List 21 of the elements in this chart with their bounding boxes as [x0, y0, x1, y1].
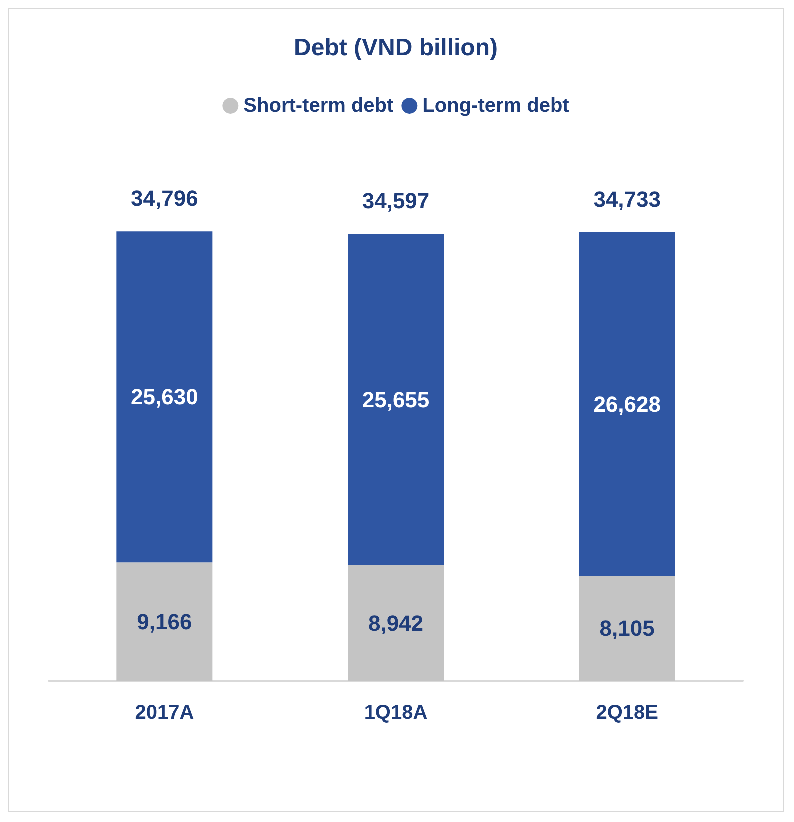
bar [579, 232, 676, 576]
legend-label: Long-term debt [422, 95, 570, 117]
bar [116, 232, 213, 563]
bar [116, 562, 213, 681]
total-label: 34,597 [362, 188, 430, 214]
data-label: 8,942 [368, 610, 424, 636]
data-label: 25,655 [362, 387, 430, 412]
total-label: 34,733 [594, 186, 661, 212]
data-label: 25,630 [131, 384, 198, 410]
data-label: 8,105 [600, 616, 655, 642]
bar [579, 576, 676, 681]
data-label: 9,166 [137, 609, 192, 634]
x-tick-label: 1Q18A [364, 702, 428, 724]
total-label: 34,796 [131, 186, 198, 212]
data-label: 26,628 [594, 392, 661, 417]
x-tick-label: 2Q18E [596, 702, 658, 724]
chart-title: Debt (VND billion) [294, 34, 498, 62]
x-tick-label: 2017A [135, 702, 194, 724]
bar [348, 566, 444, 681]
legend-label: Short-term debt [244, 95, 394, 117]
bar [348, 234, 444, 566]
